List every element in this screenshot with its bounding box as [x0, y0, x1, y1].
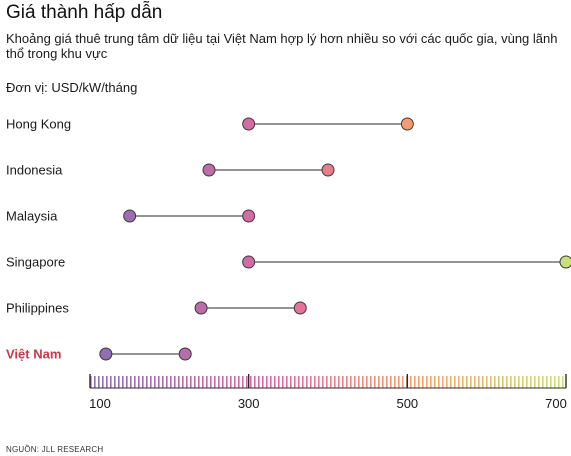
max-point — [400, 117, 414, 131]
tick-label: 500 — [396, 396, 418, 411]
max-point — [321, 163, 335, 177]
min-point — [242, 255, 256, 269]
row-hong-kong: Hong Kong — [6, 117, 414, 132]
row-indonesia: Indonesia — [6, 163, 335, 178]
row-singapore: Singapore — [6, 255, 571, 270]
max-point — [178, 347, 192, 361]
category-label: Philippines — [6, 301, 69, 316]
chart-subtitle: Khoảng giá thuê trung tâm dữ liệu tại Vi… — [6, 31, 558, 61]
tick-label: 100 — [89, 396, 111, 411]
chart-title: Giá thành hấp dẫn — [6, 2, 163, 23]
chart-rows: Hong Kong Indonesia Malaysia Singapore Phili… — [6, 117, 571, 362]
x-axis: 100 300 500 700 — [89, 374, 567, 411]
category-label: Việt Nam — [6, 347, 61, 362]
color-scale-bar — [90, 376, 566, 388]
category-label: Malaysia — [6, 209, 58, 224]
source-note: NGUỒN: JLL RESEARCH — [6, 445, 104, 454]
category-label: Hong Kong — [6, 117, 71, 132]
min-point — [194, 301, 208, 315]
max-point — [242, 209, 256, 223]
tick-label: 300 — [238, 396, 260, 411]
row-viet-nam: Việt Nam — [6, 347, 192, 362]
min-point — [242, 117, 256, 131]
min-point — [99, 347, 113, 361]
min-point — [202, 163, 216, 177]
row-philippines: Philippines — [6, 301, 307, 316]
category-label: Singapore — [6, 255, 65, 270]
max-point — [559, 255, 571, 269]
category-label: Indonesia — [6, 163, 63, 178]
min-point — [123, 209, 137, 223]
unit-label: Đơn vị: USD/kW/tháng — [6, 80, 138, 95]
max-point — [293, 301, 307, 315]
tick-label: 700 — [545, 396, 567, 411]
row-malaysia: Malaysia — [6, 209, 256, 224]
